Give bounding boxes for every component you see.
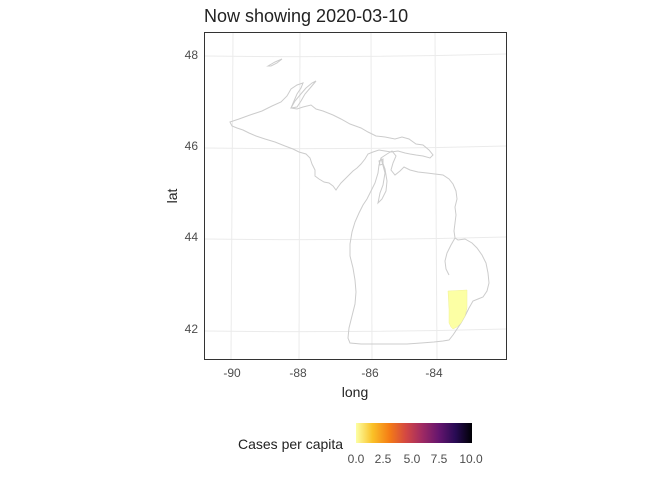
y-tick-46: 46 (184, 139, 198, 153)
x-tick-neg90: -90 (223, 366, 241, 380)
graticule-lon-90 (230, 33, 234, 359)
y-axis-title: lat (164, 188, 180, 204)
legend-tick-2-5 (385, 443, 386, 447)
x-tick-neg86: -86 (361, 366, 379, 380)
y-tick-48: 48 (184, 48, 198, 62)
map-panel (204, 32, 507, 360)
beaver-island (378, 158, 384, 166)
legend-label-10: 10.0 (459, 452, 483, 466)
legend-label-2-5: 2.5 (374, 452, 392, 466)
y-tick-44: 44 (184, 230, 198, 244)
graticule-lat-42 (205, 328, 506, 333)
lower-peninsula (347, 150, 490, 345)
graticule-lon-86 (370, 33, 373, 359)
graticule-lon-88 (298, 33, 301, 359)
legend-label-0: 0.0 (347, 452, 365, 466)
graticule-lat-46 (205, 145, 506, 150)
legend-tick-0 (358, 443, 359, 447)
legend-tick-5 (412, 443, 413, 447)
graticule (205, 33, 506, 359)
x-tick-neg88: -88 (289, 366, 307, 380)
graticule-lon-84 (434, 33, 438, 359)
map-canvas (205, 33, 506, 359)
leelanau-peninsula (377, 157, 388, 205)
y-tick-42: 42 (184, 322, 198, 336)
legend-tick-10 (467, 443, 468, 447)
graticule-lat-48 (205, 53, 506, 58)
x-tick-neg84: -84 (425, 366, 443, 380)
legend-label-5: 5.0 (403, 452, 421, 466)
upper-peninsula (229, 82, 434, 191)
legend-title: Cases per capita (238, 436, 344, 452)
x-axis-title: long (341, 384, 369, 400)
legend-colorbar (356, 423, 472, 443)
keweenaw (290, 80, 317, 109)
graticule-lat-44 (205, 236, 506, 241)
highlighted-county (447, 289, 468, 330)
legend-label-7-5: 7.5 (430, 452, 448, 466)
legend-tick-7-5 (439, 443, 440, 447)
thumb (444, 237, 456, 276)
isle-royale (266, 58, 283, 67)
map-title: Now showing 2020-03-10 (204, 6, 409, 26)
